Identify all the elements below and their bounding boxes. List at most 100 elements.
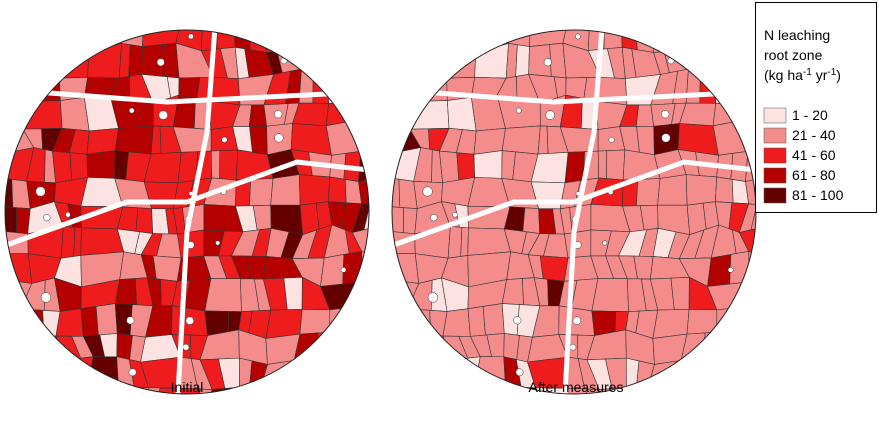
- parcel: [660, 26, 687, 52]
- parcel: [380, 69, 413, 103]
- parcel: [12, 388, 32, 413]
- parcel: [738, 361, 768, 386]
- parcel: [271, 175, 301, 206]
- parcel: [442, 389, 475, 417]
- parcel: [153, 256, 181, 282]
- parcel: [313, 71, 329, 104]
- legend-title: N leaching: [764, 27, 830, 43]
- parcel: [439, 151, 458, 183]
- parcel: [717, 358, 734, 384]
- parcel: [122, 387, 149, 414]
- parcel: [428, 360, 451, 388]
- parcel: [61, 227, 75, 259]
- parcel: [516, 45, 530, 77]
- parcel: [306, 18, 325, 48]
- field-gap: [516, 108, 521, 113]
- field-gap: [72, 371, 79, 378]
- parcel: [96, 304, 117, 336]
- parcel: [87, 19, 100, 52]
- parcel: [249, 24, 267, 52]
- parcel: [205, 311, 229, 336]
- parcel: [688, 381, 720, 413]
- parcel: [502, 126, 540, 154]
- parcel: [680, 23, 697, 50]
- parcel: [523, 208, 540, 234]
- field-gap: [452, 212, 457, 217]
- parcel: [345, 384, 361, 413]
- parcel: [461, 227, 469, 256]
- parcel: [41, 360, 64, 388]
- parcel: [55, 389, 88, 417]
- parcel: [273, 26, 300, 52]
- parcel: [445, 357, 480, 389]
- parcel: [448, 227, 462, 259]
- parcel: [681, 358, 720, 383]
- parcel: [81, 228, 124, 256]
- parcel: [352, 20, 393, 46]
- parcel: [0, 360, 31, 388]
- field-gap: [514, 317, 522, 325]
- parcel: [636, 24, 654, 52]
- parcel: [747, 384, 778, 413]
- parcel: [314, 47, 327, 73]
- parcel: [0, 334, 28, 364]
- parcel: [653, 309, 689, 338]
- parcel: [686, 175, 717, 206]
- parcel: [540, 256, 568, 282]
- parcel: [360, 384, 391, 413]
- unit-text: yr: [812, 67, 828, 83]
- parcel: [352, 101, 387, 122]
- field-gap: [455, 399, 461, 405]
- parcel: [713, 121, 748, 155]
- parcel: [653, 334, 687, 364]
- field-gap: [428, 293, 438, 303]
- parcel: [111, 387, 128, 410]
- parcel: [373, 306, 391, 333]
- field-gap: [728, 267, 733, 272]
- parcel: [658, 175, 688, 206]
- parcel: [434, 51, 446, 78]
- field-gap: [609, 137, 615, 143]
- parcel: [28, 23, 45, 51]
- parcel: [52, 151, 71, 183]
- parcel: [621, 22, 637, 49]
- parcel: [74, 227, 82, 256]
- parcel: [444, 19, 475, 52]
- parcel: [725, 330, 751, 362]
- field-gap: [275, 134, 284, 143]
- parcel: [234, 22, 250, 49]
- legend-swatch: [764, 148, 786, 163]
- parcel: [483, 304, 504, 336]
- parcel: [397, 101, 413, 129]
- parcel: [326, 121, 361, 155]
- parcel: [211, 151, 220, 179]
- parcel: [294, 358, 333, 383]
- unit-text: ): [836, 67, 841, 83]
- parcel: [399, 388, 419, 413]
- parcel: [87, 151, 115, 179]
- parcel: [592, 279, 629, 312]
- field-gap: [546, 111, 555, 120]
- field-gap: [36, 187, 46, 197]
- map-initial: [0, 2, 393, 417]
- parcel: [607, 150, 625, 180]
- legend-label: 21 - 40: [792, 127, 836, 143]
- parcel: [362, 251, 388, 284]
- parcel: [636, 179, 660, 206]
- legend-title: root zone: [764, 47, 823, 63]
- parcel: [3, 254, 32, 284]
- parcel: [498, 387, 515, 410]
- parcel: [266, 309, 302, 338]
- field-gap: [730, 393, 737, 400]
- parcel: [529, 19, 567, 47]
- parcel: [316, 332, 330, 359]
- legend-label: 41 - 60: [792, 147, 836, 163]
- parcel: [468, 228, 511, 256]
- parcel: [352, 74, 381, 104]
- parcel: [266, 334, 300, 364]
- parcel: [443, 309, 470, 337]
- field-gap: [662, 134, 671, 143]
- figure: Initial After measures N leaching root z…: [0, 0, 879, 423]
- parcel: [320, 254, 343, 286]
- parcel: [330, 307, 364, 332]
